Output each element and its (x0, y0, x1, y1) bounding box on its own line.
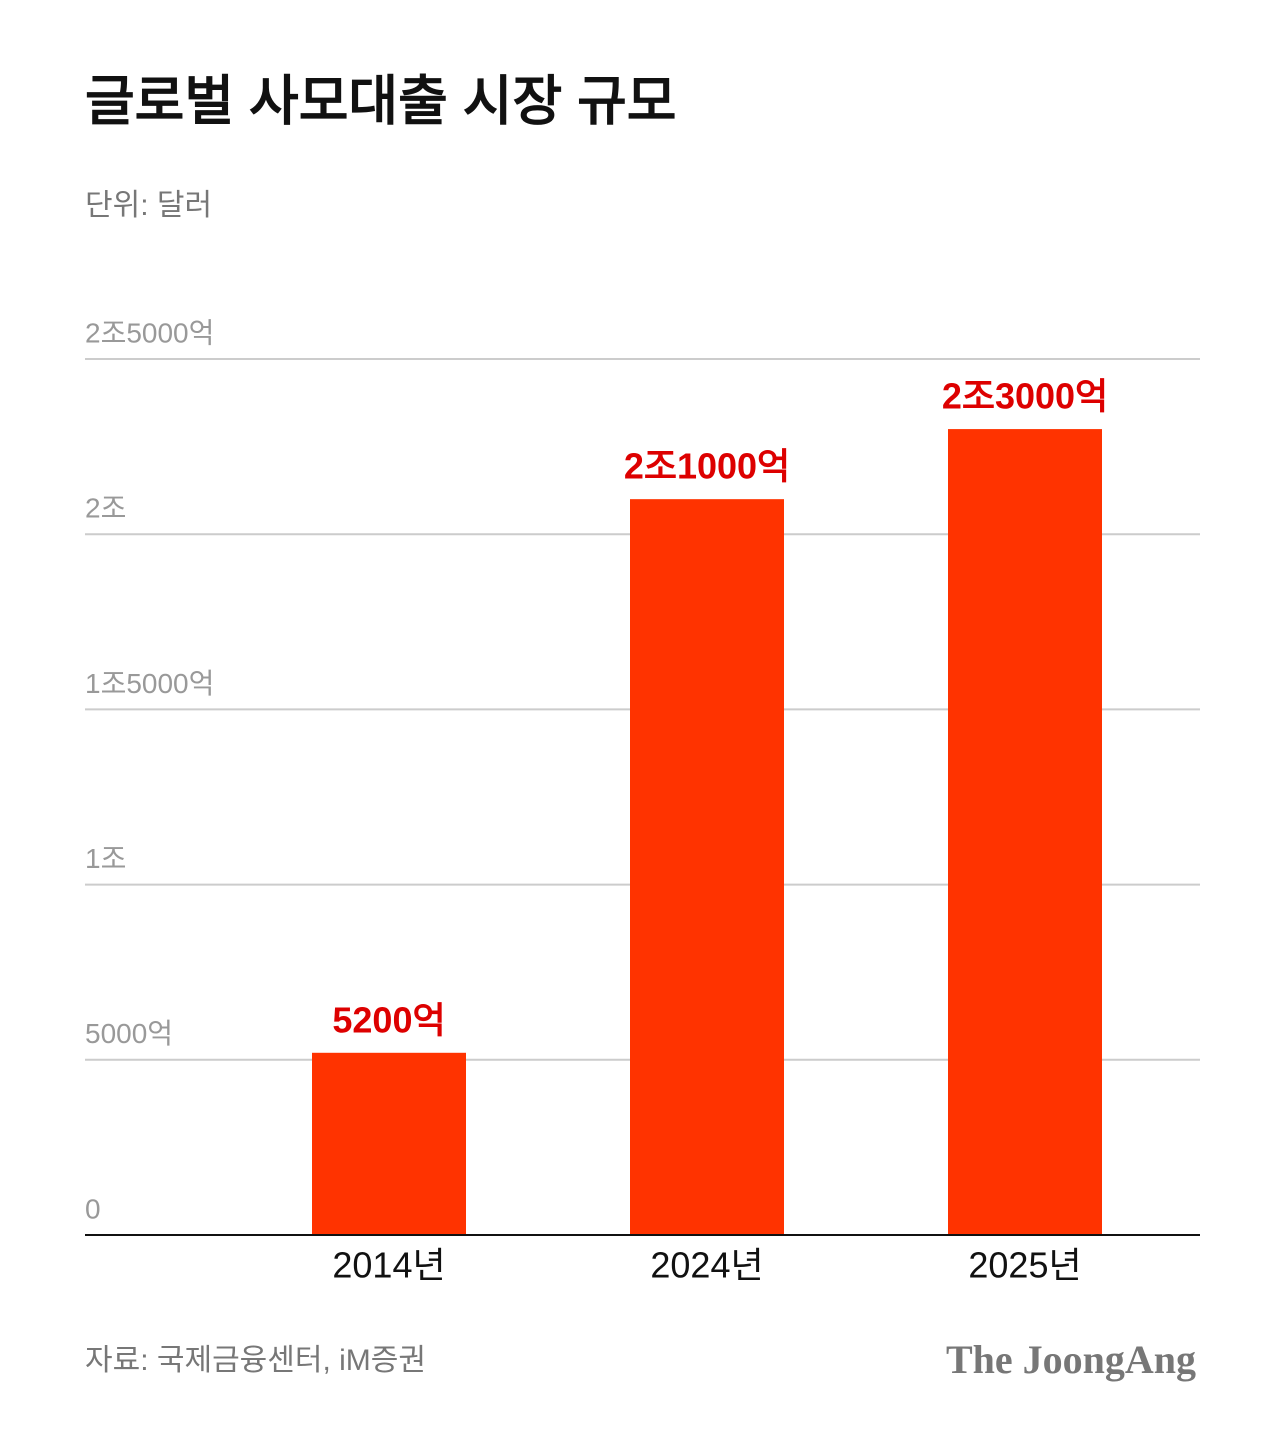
y-tick-label: 5000억 (85, 1018, 173, 1049)
publisher-logo: The JoongAng (946, 1337, 1196, 1382)
source: 자료: 국제금융센터, iM증권 (85, 1344, 426, 1377)
chart-title: 글로벌 사모대출 시장 규모 (85, 71, 677, 131)
y-tick-label: 1조5000억 (85, 668, 214, 699)
value-label: 2조1000억 (624, 446, 790, 487)
bar (948, 429, 1102, 1236)
value-label: 5200억 (332, 999, 445, 1040)
bar (630, 499, 784, 1235)
y-tick-label: 0 (85, 1193, 101, 1224)
x-tick-label: 2025년 (968, 1245, 1081, 1286)
y-tick-label: 1조 (85, 843, 126, 874)
y-tick-label: 2조 (85, 493, 126, 524)
y-tick-label: 2조5000억 (85, 317, 214, 348)
chart-subtitle: 단위: 달러 (85, 189, 212, 222)
bar (312, 1052, 466, 1235)
value-label: 2조3000억 (942, 376, 1108, 417)
x-tick-label: 2024년 (650, 1245, 763, 1286)
x-tick-label: 2014년 (332, 1245, 445, 1286)
